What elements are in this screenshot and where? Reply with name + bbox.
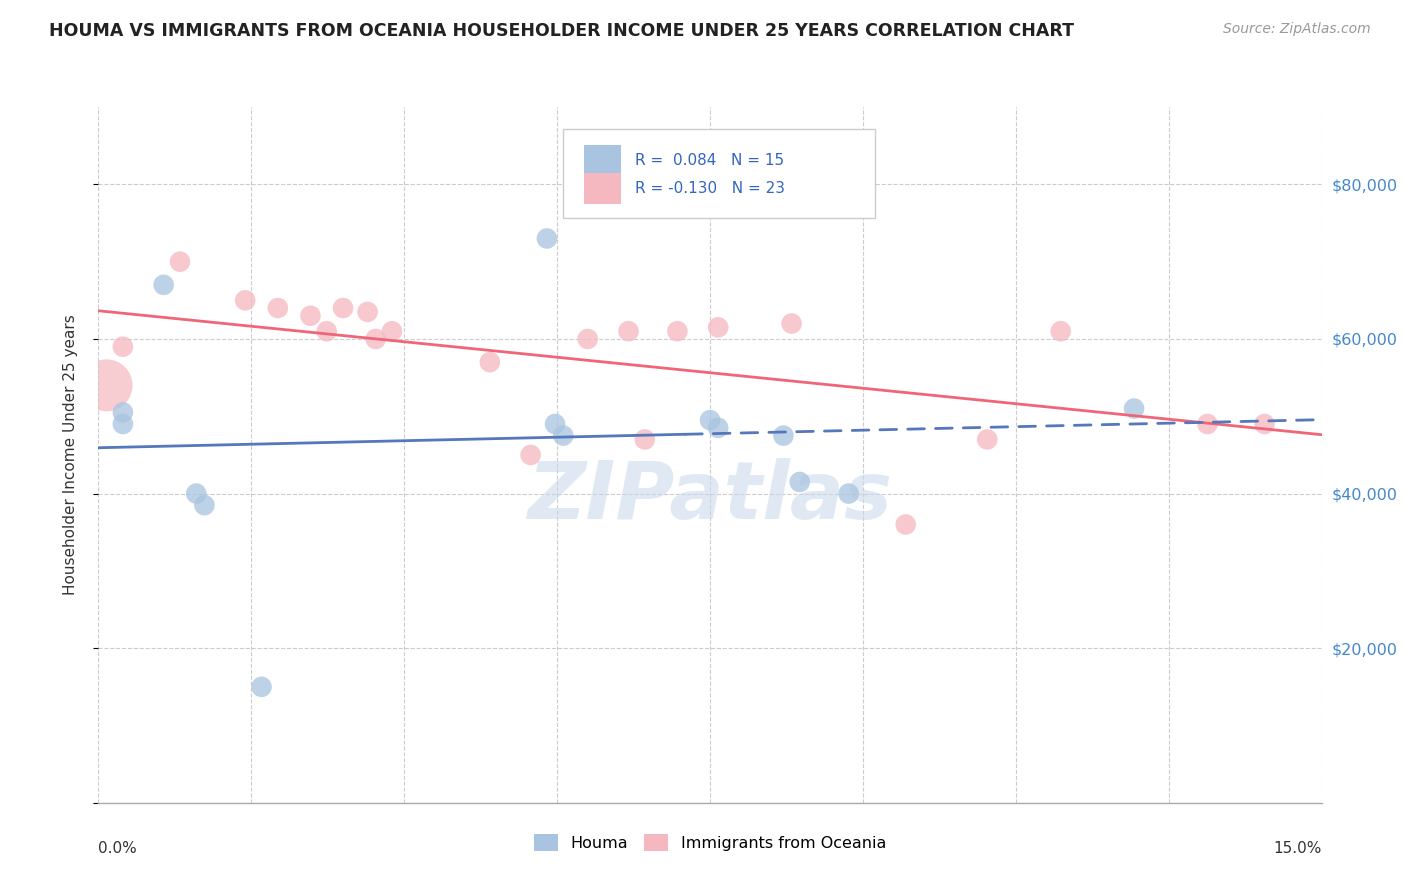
Point <box>332 301 354 315</box>
Text: R =  0.084   N = 15: R = 0.084 N = 15 <box>636 153 785 169</box>
Text: Source: ZipAtlas.com: Source: ZipAtlas.com <box>1223 22 1371 37</box>
Point <box>152 277 174 292</box>
Point <box>267 301 290 315</box>
Text: 15.0%: 15.0% <box>1274 841 1322 856</box>
Point <box>364 332 387 346</box>
Point <box>169 254 191 268</box>
FancyBboxPatch shape <box>583 145 620 177</box>
Point <box>707 421 730 435</box>
Point <box>789 475 811 489</box>
Point <box>576 332 599 346</box>
Point <box>356 305 378 319</box>
Point <box>299 309 322 323</box>
Point <box>250 680 273 694</box>
Text: R = -0.130   N = 23: R = -0.130 N = 23 <box>636 181 786 196</box>
Point <box>699 413 721 427</box>
Point <box>193 498 215 512</box>
Legend: Houma, Immigrants from Oceania: Houma, Immigrants from Oceania <box>527 828 893 857</box>
Point <box>666 324 689 338</box>
FancyBboxPatch shape <box>583 173 620 204</box>
Point <box>1123 401 1146 416</box>
Point <box>1049 324 1071 338</box>
Point <box>976 433 998 447</box>
Point <box>96 378 118 392</box>
Point <box>894 517 917 532</box>
Point <box>519 448 541 462</box>
Point <box>536 231 558 245</box>
Point <box>634 433 657 447</box>
Point <box>478 355 501 369</box>
Text: 0.0%: 0.0% <box>98 841 138 856</box>
Text: HOUMA VS IMMIGRANTS FROM OCEANIA HOUSEHOLDER INCOME UNDER 25 YEARS CORRELATION C: HOUMA VS IMMIGRANTS FROM OCEANIA HOUSEHO… <box>49 22 1074 40</box>
Point <box>780 317 803 331</box>
Point <box>707 320 730 334</box>
Point <box>111 417 134 431</box>
Point <box>233 293 256 308</box>
Y-axis label: Householder Income Under 25 years: Householder Income Under 25 years <box>63 315 77 595</box>
Point <box>111 340 134 354</box>
Point <box>838 486 860 500</box>
Point <box>617 324 640 338</box>
Point <box>553 428 575 442</box>
Point <box>186 486 208 500</box>
Point <box>111 405 134 419</box>
Point <box>544 417 567 431</box>
FancyBboxPatch shape <box>564 129 875 219</box>
Point <box>381 324 404 338</box>
Point <box>1253 417 1275 431</box>
Point <box>772 428 794 442</box>
Point <box>315 324 337 338</box>
Text: ZIPatlas: ZIPatlas <box>527 458 893 536</box>
Point <box>1197 417 1219 431</box>
